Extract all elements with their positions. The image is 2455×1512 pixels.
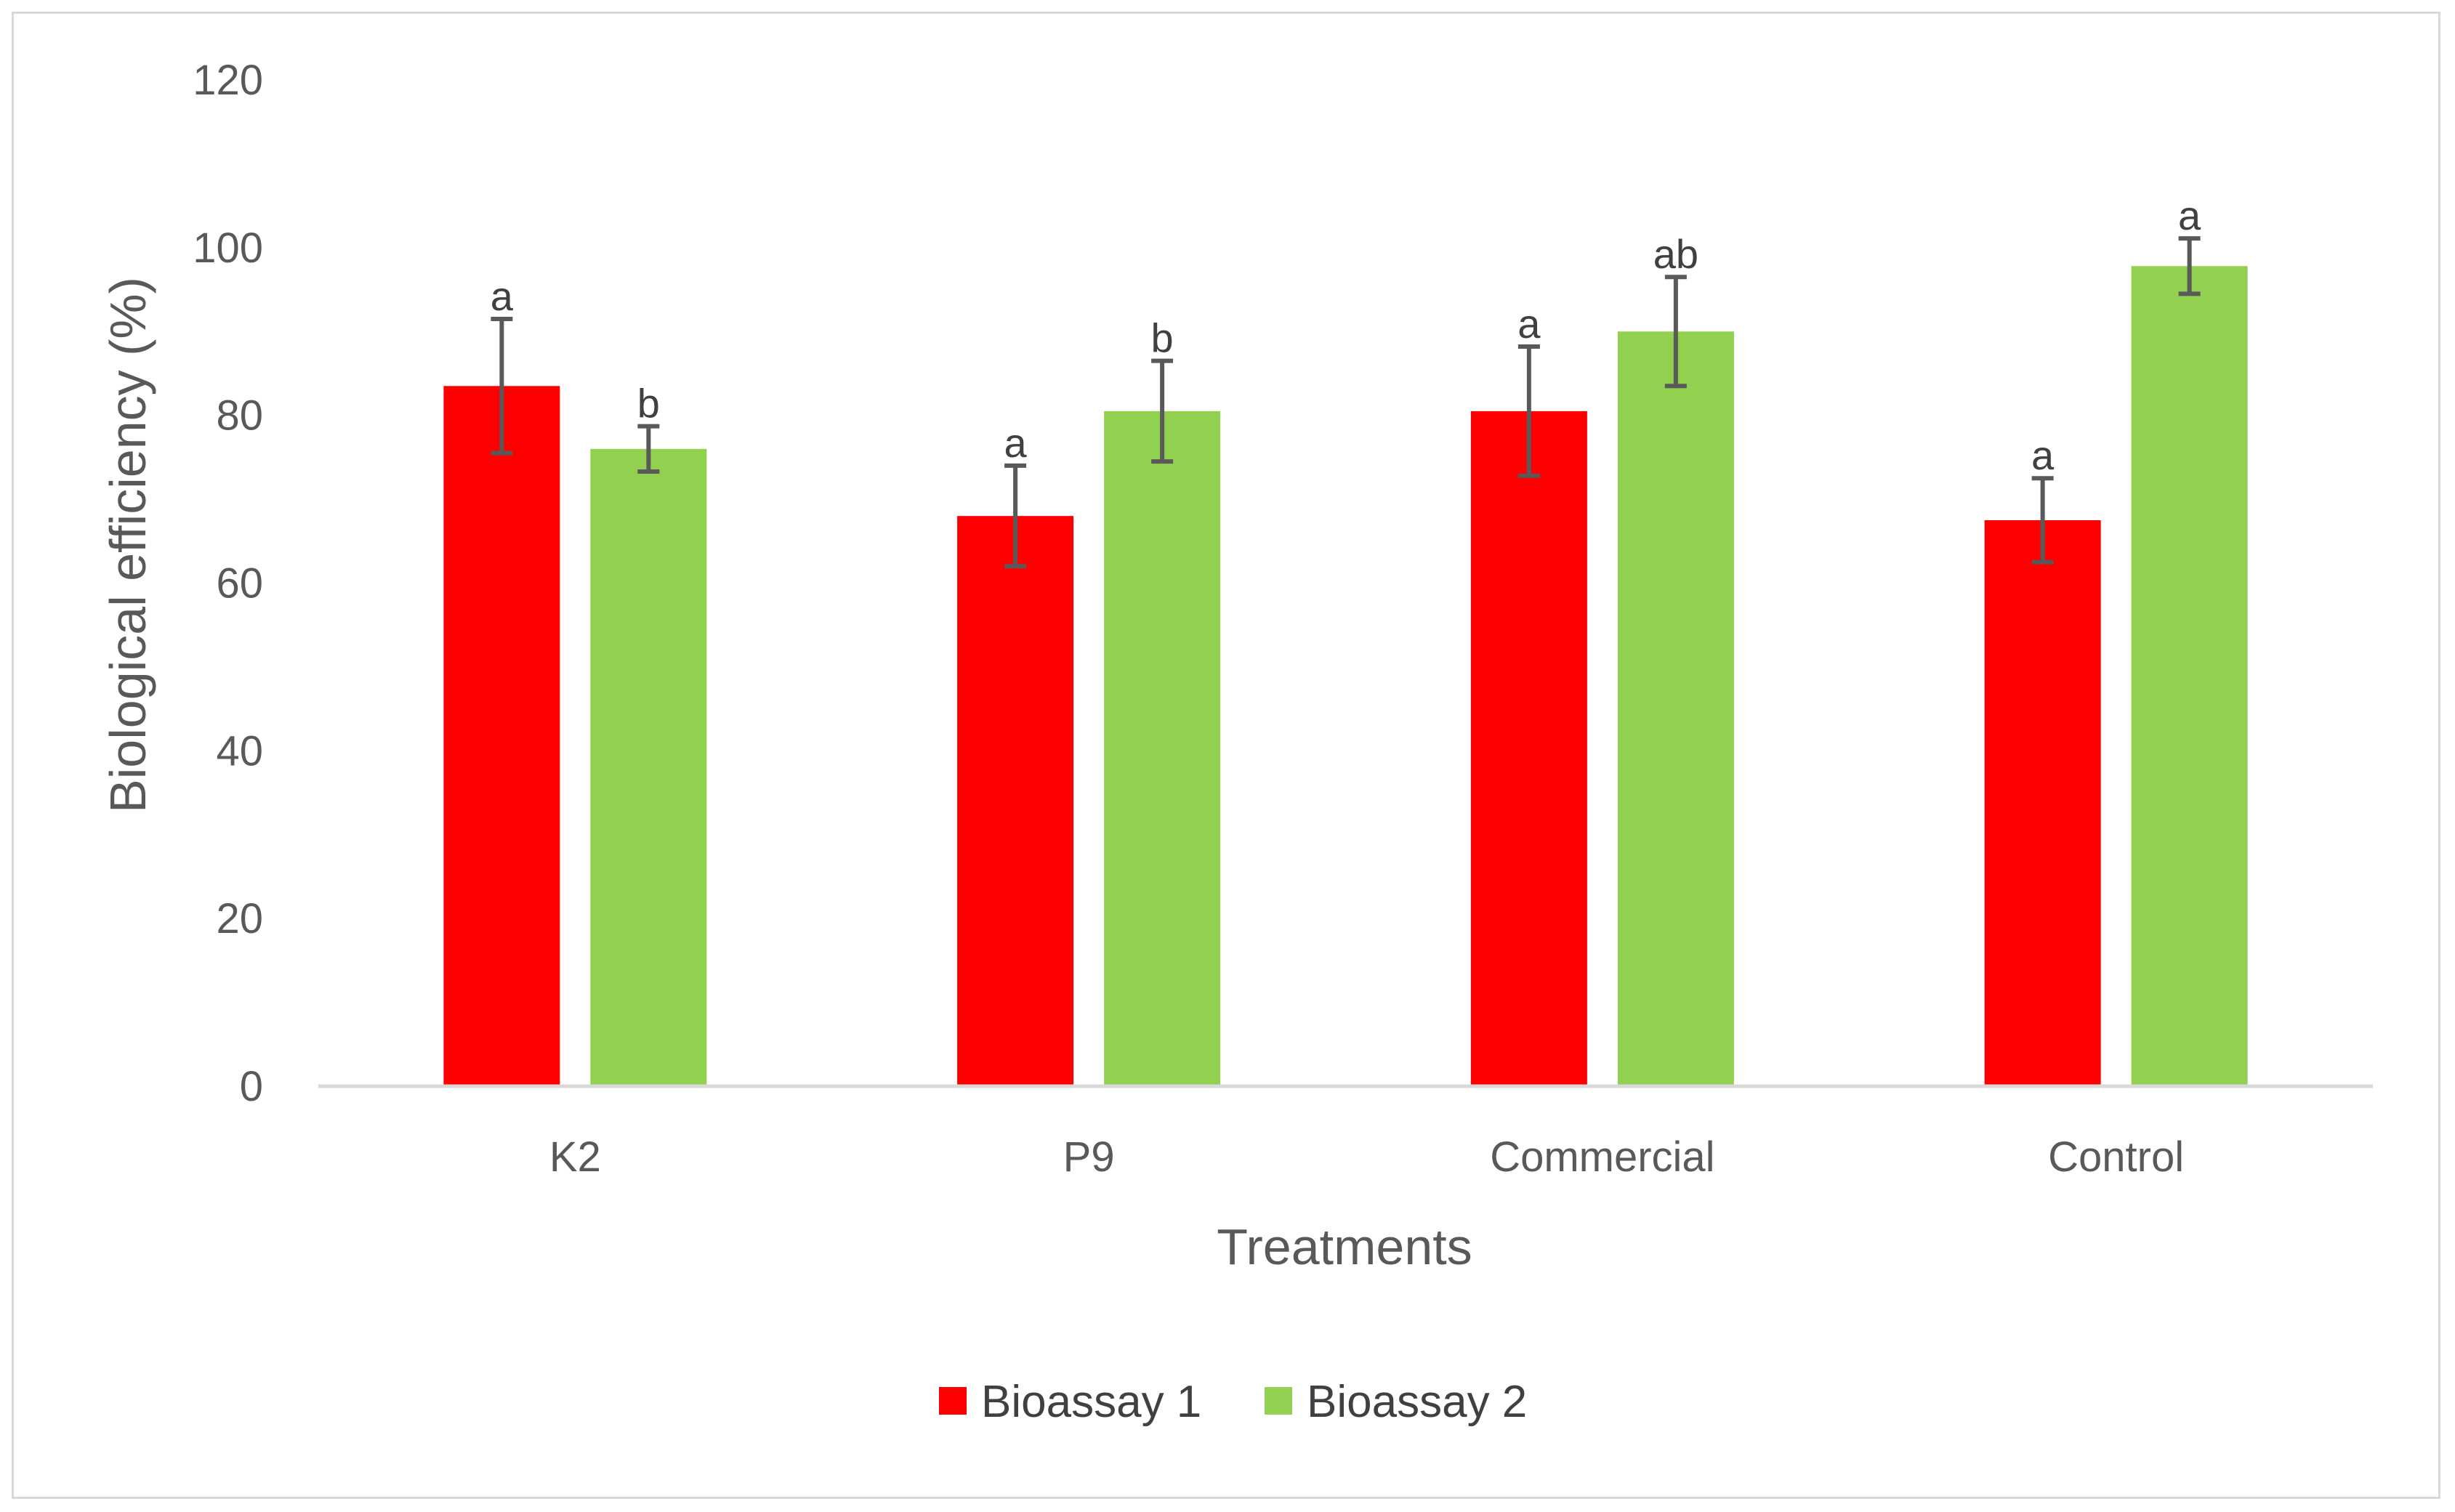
y-axis-ticks: 0 20 40 60 80 100 120 [193,57,263,1110]
y-tick-label-60: 60 [216,560,263,607]
bar-k2-bioassay-1 [443,386,560,1086]
legend-swatch-bioassay-1 [939,1387,967,1415]
error-bar-commercial-bioassay-2 [1664,275,1687,389]
y-tick-label-80: 80 [216,392,263,440]
error-bar-control-bioassay-2 [2178,236,2201,296]
bars-layer [443,266,2248,1087]
y-tick-label-120: 120 [193,57,263,104]
significance-label-p9-bioassay-2: b [1151,315,1174,361]
legend-label-bioassay-1: Bioassay 1 [981,1377,1201,1427]
x-tick-label-p9: P9 [1063,1133,1115,1181]
significance-label-k2-bioassay-1: a [491,273,514,319]
significance-label-k2-bioassay-2: b [637,381,660,426]
y-tick-label-100: 100 [193,225,263,272]
error-bar-p9-bioassay-2 [1151,358,1174,464]
legend-swatch-bioassay-2 [1265,1387,1292,1415]
bar-control-bioassay-2 [2131,266,2248,1087]
error-bar-p9-bioassay-1 [1004,463,1027,569]
significance-label-commercial-bioassay-2: ab [1653,231,1698,277]
x-tick-label-k2: K2 [549,1133,601,1181]
significance-label-p9-bioassay-1: a [1004,420,1028,466]
bar-k2-bioassay-2 [590,448,707,1086]
significance-label-control-bioassay-2: a [2178,193,2201,238]
y-axis-title: Biological efficiency (%) [100,277,156,813]
significance-label-commercial-bioassay-1: a [1517,301,1541,347]
error-bars-layer [491,236,2201,569]
error-bar-k2-bioassay-1 [491,316,513,456]
y-tick-label-40: 40 [216,727,263,775]
bar-commercial-bioassay-2 [1617,331,1734,1086]
bar-p9-bioassay-2 [1104,411,1221,1086]
y-tick-label-20: 20 [216,895,263,942]
y-tick-label-0: 0 [240,1063,263,1110]
significance-label-control-bioassay-1: a [2031,432,2055,478]
x-tick-label-control: Control [2048,1133,2184,1181]
error-bar-k2-bioassay-2 [637,424,660,474]
legend: Bioassay 1 Bioassay 2 [939,1377,1527,1427]
bar-commercial-bioassay-1 [1470,411,1587,1086]
legend-label-bioassay-2: Bioassay 2 [1307,1377,1527,1427]
x-axis-title: Treatments [1217,1218,1472,1275]
bar-control-bioassay-1 [1984,520,2101,1086]
x-tick-label-commercial: Commercial [1490,1133,1714,1181]
bar-p9-bioassay-1 [957,516,1074,1086]
error-bar-control-bioassay-1 [2031,476,2054,565]
error-bar-commercial-bioassay-1 [1517,344,1540,478]
x-axis-ticks: K2 P9 Commercial Control [549,1133,2184,1181]
